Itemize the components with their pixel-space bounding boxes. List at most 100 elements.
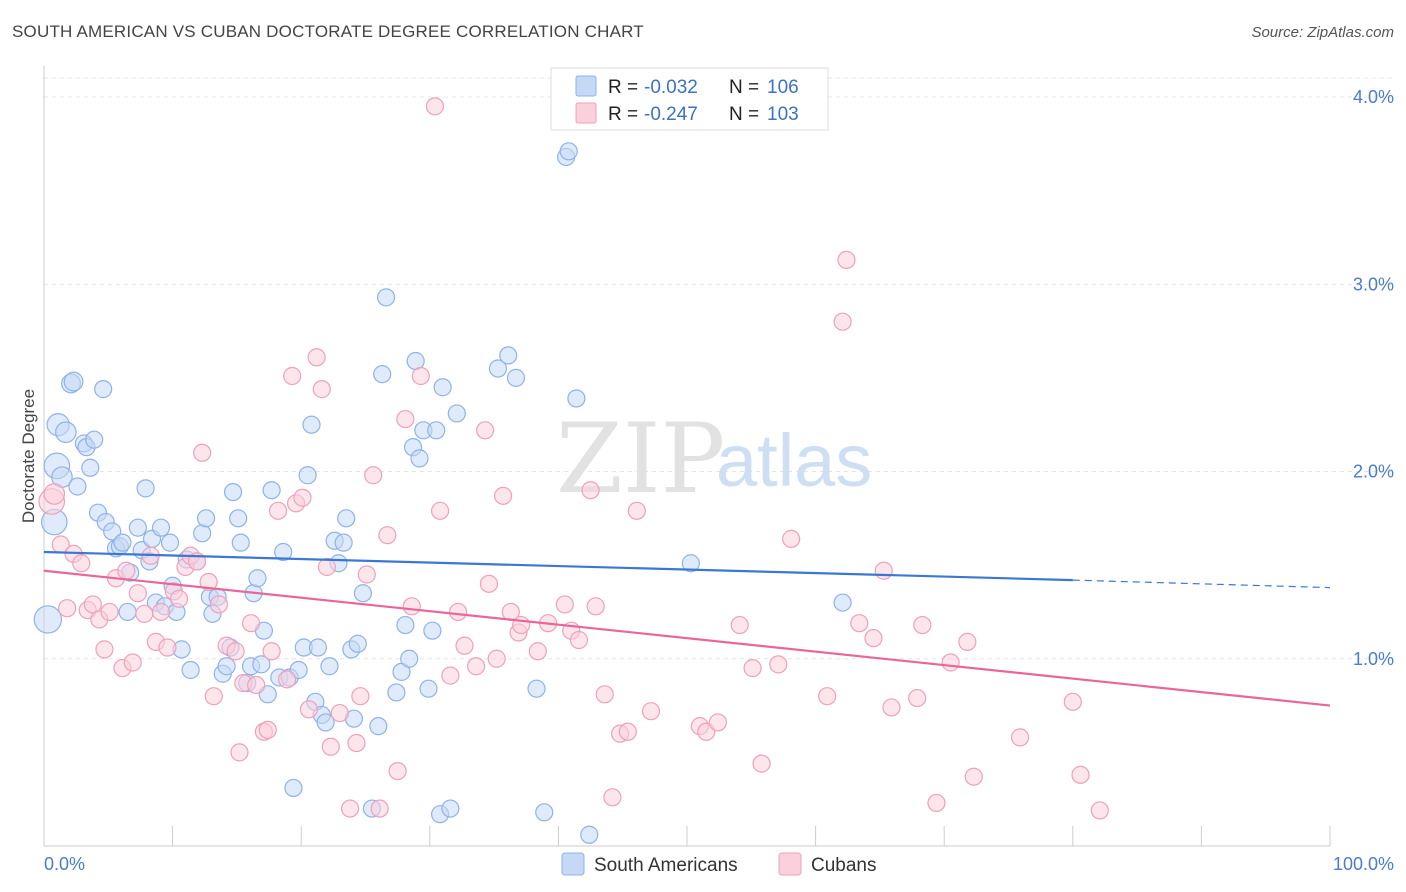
data-point: [43, 483, 66, 505]
data-point: [58, 599, 77, 618]
data-point: [321, 737, 340, 756]
data-point: [113, 533, 132, 552]
data-point: [430, 501, 450, 520]
data-point: [499, 346, 518, 365]
legend-swatch-cubans: [575, 102, 597, 124]
data-point: [378, 526, 397, 545]
data-point: [1010, 728, 1030, 747]
data-point: [833, 312, 852, 331]
bottom-legend-label-cubans: Cubans: [811, 855, 877, 876]
data-point: [128, 584, 147, 603]
watermark-zip: ZIP: [556, 403, 725, 515]
data-point: [581, 481, 600, 500]
data-point: [506, 368, 526, 387]
data-point: [123, 653, 142, 672]
data-point: [252, 655, 271, 674]
data-point: [400, 649, 419, 668]
data-point: [196, 509, 216, 528]
data-point: [425, 97, 445, 116]
data-point: [455, 636, 474, 655]
data-point: [730, 615, 749, 635]
data-point: [204, 687, 223, 706]
legend-n-value-cubans: 103: [767, 104, 799, 125]
data-point: [603, 788, 622, 807]
y-tick-label: 3.0%: [1353, 274, 1394, 294]
data-point: [708, 713, 727, 732]
bottom-legend-label-south-americans: South Americans: [594, 855, 738, 876]
legend-r-label-south-americans: R =: [608, 77, 638, 98]
data-point: [743, 659, 762, 678]
data-point: [262, 642, 281, 661]
trend-line-cubans: [43, 569, 1331, 707]
data-point: [833, 593, 852, 612]
axes: [43, 66, 1331, 847]
data-point: [262, 481, 281, 500]
data-point: [241, 614, 261, 633]
data-point: [283, 366, 302, 386]
data-point: [627, 501, 646, 520]
data-point: [864, 629, 883, 648]
data-point: [312, 380, 331, 399]
source-note: Source: ZipAtlas.com: [1251, 24, 1394, 41]
data-point: [369, 717, 388, 736]
bottom-legend-swatch-south-americans: [561, 852, 585, 876]
data-point: [1090, 801, 1109, 820]
data-point: [330, 703, 349, 723]
data-point: [128, 518, 147, 537]
data-point: [475, 421, 495, 440]
data-point: [308, 638, 328, 657]
data-point: [427, 421, 446, 440]
data-point: [567, 389, 586, 408]
data-point: [479, 574, 499, 593]
y-axis-label: Doctorate Degree: [19, 389, 38, 523]
data-point: [258, 720, 277, 740]
data-point: [169, 589, 189, 608]
data-point: [299, 700, 319, 719]
bottom-legend-swatch-cubans: [778, 852, 802, 876]
data-point: [618, 722, 637, 741]
watermark: ZIP atlas: [556, 403, 872, 515]
data-point: [103, 522, 122, 541]
data-point: [466, 657, 486, 676]
legend-r-label-cubans: R =: [608, 104, 638, 125]
legend-n-value-south-americans: 106: [767, 77, 799, 98]
data-point: [284, 778, 303, 798]
data-point: [908, 688, 927, 708]
data-point: [411, 366, 430, 386]
legend-n-label-south-americans: N =: [729, 77, 759, 98]
bottom-legend: South Americans Cubans: [561, 852, 877, 876]
data-point: [376, 288, 396, 307]
x-tick-label-max: 100.0%: [1333, 854, 1394, 874]
data-point: [68, 477, 87, 496]
data-point: [641, 702, 661, 721]
data-point: [387, 683, 406, 702]
data-point: [447, 404, 466, 423]
data-point: [882, 698, 901, 717]
data-point: [370, 799, 389, 818]
legend-r-value-cubans: -0.247: [644, 104, 698, 125]
data-point: [193, 524, 212, 543]
data-point: [487, 649, 506, 668]
data-point: [94, 380, 113, 399]
data-point: [555, 595, 574, 614]
data-point: [135, 604, 154, 623]
y-tick-label: 2.0%: [1353, 462, 1394, 482]
legend-n-label-cubans: N =: [729, 104, 759, 125]
data-point: [298, 466, 317, 485]
data-point: [559, 142, 578, 161]
chart-title: SOUTH AMERICAN VS CUBAN DOCTORATE DEGREE…: [12, 22, 644, 41]
gridlines: [44, 77, 1394, 660]
data-point: [1063, 692, 1082, 711]
data-point: [351, 687, 370, 706]
data-point: [402, 597, 421, 616]
trend-line-extension: [1072, 579, 1331, 589]
data-point: [81, 458, 100, 477]
data-point: [410, 449, 429, 468]
data-point: [419, 679, 438, 698]
x-tick-label-min: 0.0%: [44, 854, 85, 874]
data-point: [580, 825, 599, 844]
data-point: [396, 409, 415, 429]
data-point: [117, 561, 136, 580]
data-point: [941, 653, 960, 672]
